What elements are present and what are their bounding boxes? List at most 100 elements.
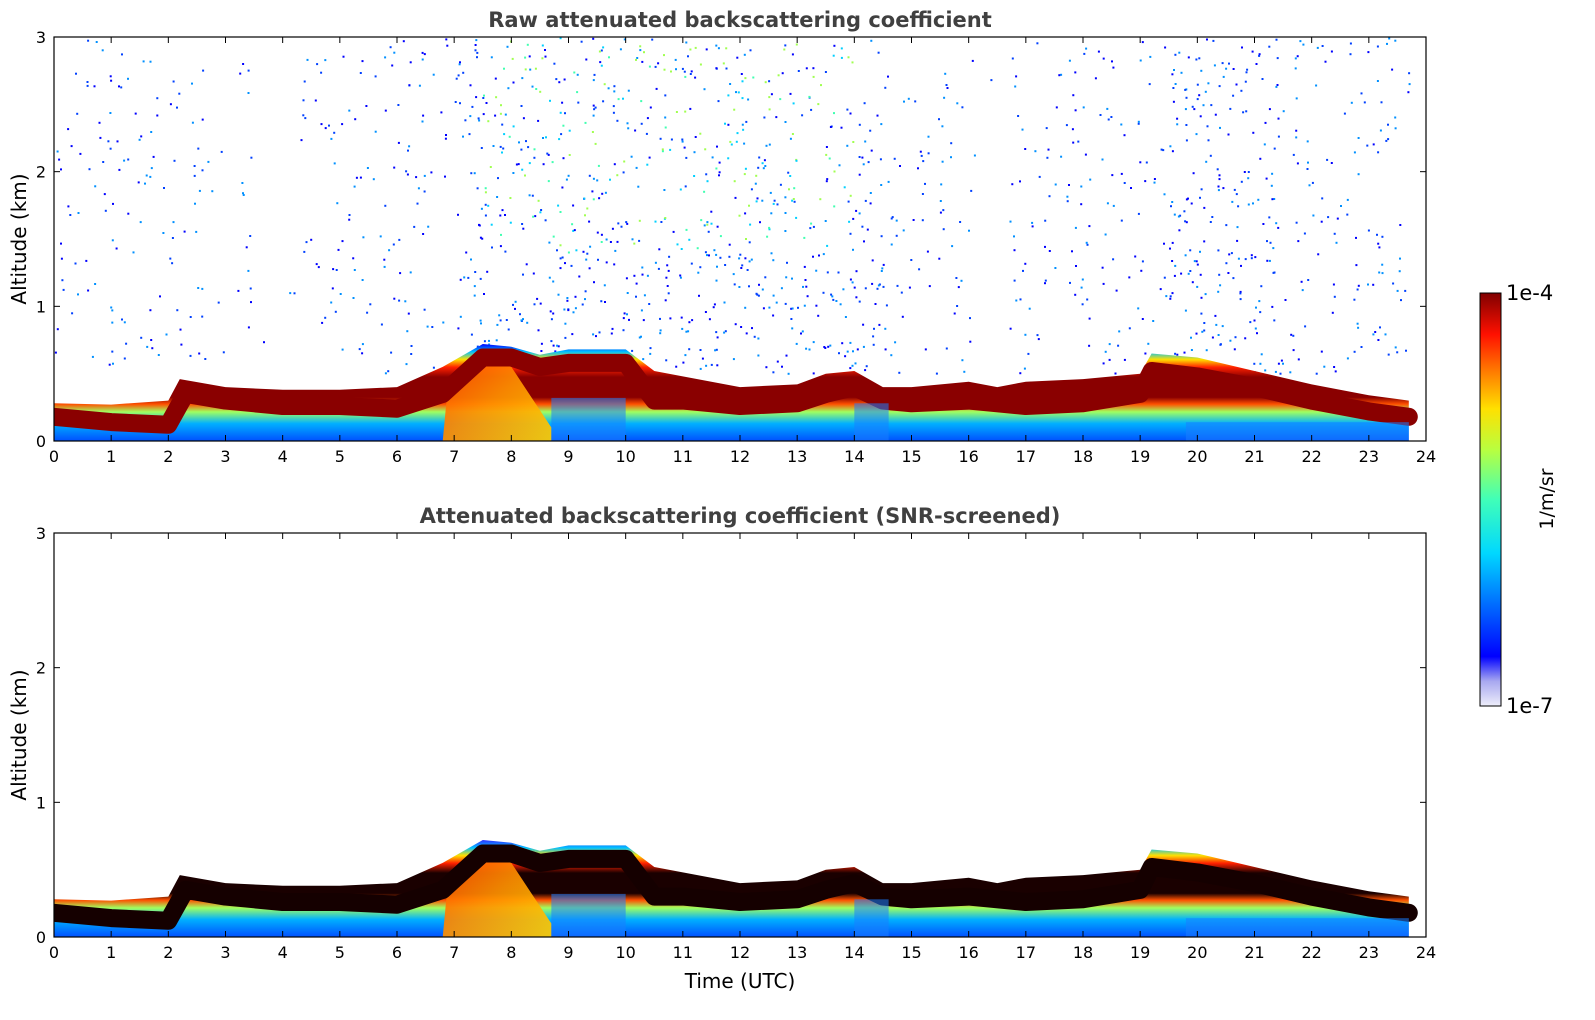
noise-speckle [1058,74,1061,77]
noise-speckle [249,235,252,237]
noise-speckle [1275,38,1278,41]
noise-speckle [564,112,566,115]
noise-speckle [1187,56,1190,59]
noise-speckle [1108,343,1111,346]
noise-speckle [504,250,507,253]
noise-speckle [1088,344,1091,347]
noise-speckle [635,58,637,61]
noise-speckle [95,41,98,43]
noise-speckle [407,312,410,315]
noise-speckle [890,243,893,246]
noise-speckle [504,113,507,116]
noise-speckle [701,357,704,360]
noise-speckle [544,49,546,51]
bottom-x-axis: 0 1 2 3 4 5 6 7 8 9 10 11 12 13 14 15 16 17 18 19 20 21 22 23 24 [49,533,1436,962]
noise-speckle [829,344,832,347]
noise-speckle [825,153,828,156]
noise-speckle [110,306,113,309]
noise-speckle [604,191,607,194]
noise-speckle [520,148,523,151]
noise-speckle [1009,327,1012,330]
noise-speckle [480,207,483,210]
noise-speckle [584,290,587,293]
noise-speckle [1209,154,1212,157]
noise-speckle [1295,97,1298,100]
noise-speckle [710,222,713,225]
noise-speckle [664,94,667,97]
noise-speckle [1340,205,1342,207]
noise-speckle [410,353,413,355]
noise-speckle [950,156,952,159]
noise-speckle [1234,336,1237,339]
noise-speckle [1199,250,1201,253]
noise-speckle [768,96,771,99]
noise-speckle [529,68,532,71]
noise-speckle [808,348,811,351]
noise-speckle [559,267,562,270]
noise-speckle [574,307,577,310]
noise-speckle [951,245,954,248]
noise-speckle [803,236,806,239]
noise-speckle [1217,290,1220,293]
noise-speckle [855,296,858,299]
noise-speckle [180,343,183,346]
noise-speckle [867,161,870,164]
noise-speckle [1112,204,1115,207]
noise-speckle [302,114,305,117]
noise-speckle [1214,113,1217,116]
noise-speckle [626,222,629,225]
noise-speckle [723,301,726,304]
noise-speckle [1274,370,1277,373]
noise-speckle [142,60,145,63]
noise-speckle [825,180,828,183]
noise-speckle [1387,123,1389,126]
noise-speckle [1273,198,1276,200]
noise-speckle [849,194,852,197]
noise-speckle [149,309,152,312]
noise-speckle [756,197,759,200]
noise-speckle [567,251,570,254]
noise-speckle [483,94,485,97]
noise-speckle [526,321,529,324]
noise-speckle [1324,60,1327,63]
noise-speckle [1255,306,1257,309]
noise-speckle [241,182,244,184]
noise-speckle [1009,220,1012,223]
noise-speckle [625,221,628,224]
noise-speckle [573,229,576,232]
noise-speckle [498,314,501,317]
noise-speckle [178,92,181,95]
noise-speckle [669,317,672,320]
noise-speckle [791,307,794,310]
noise-speckle [809,227,812,230]
noise-speckle [1306,168,1309,170]
noise-speckle [1185,221,1188,224]
noise-speckle [831,295,834,298]
noise-speckle [469,84,472,87]
noise-speckle [1355,264,1358,267]
noise-speckle [658,248,661,251]
noise-speckle [626,122,629,125]
noise-speckle [558,81,561,84]
noise-speckle [173,159,176,162]
noise-speckle [561,101,564,104]
noise-speckle [744,306,747,309]
noise-speckle [393,297,396,300]
noise-speckle [685,156,688,159]
noise-speckle [1252,131,1255,134]
noise-speckle [1356,288,1359,291]
panel-raw: Raw attenuated backscattering coefficien… [7,8,1436,466]
top-x-tick-label: 12 [730,447,750,466]
noise-speckle [571,223,574,226]
noise-speckle [801,114,804,117]
noise-speckle [1163,276,1166,279]
noise-speckle [1110,116,1113,118]
top-x-tick-label: 1 [106,447,116,466]
noise-speckle [649,106,652,109]
noise-speckle [710,210,713,213]
noise-speckle [1200,312,1203,315]
noise-speckle [938,118,940,121]
noise-speckle [1139,59,1142,62]
noise-speckle [772,259,775,262]
